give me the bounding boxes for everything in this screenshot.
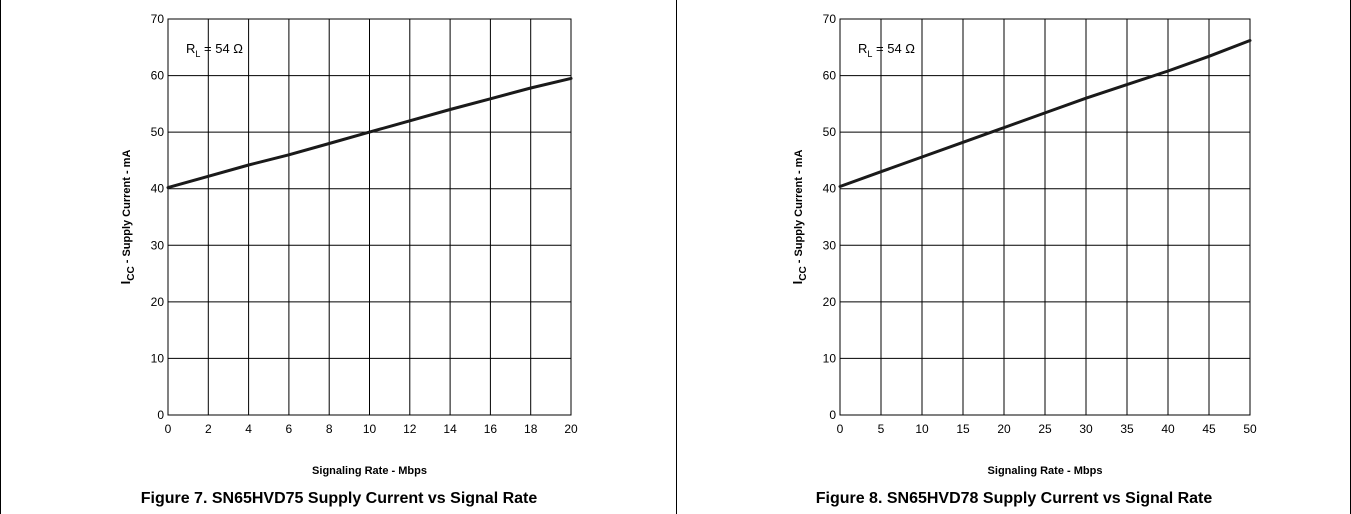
y-tick-label: 70	[823, 12, 837, 26]
annotation-main: R	[186, 41, 195, 56]
x-tick-label: 12	[403, 422, 417, 436]
annotation-sub: L	[867, 49, 872, 59]
x-tick-label: 10	[915, 422, 929, 436]
series-line	[838, 39, 1252, 188]
x-tick-label: 10	[363, 422, 377, 436]
x-tick-label: 14	[443, 422, 457, 436]
x-tick-label: 16	[484, 422, 498, 436]
x-tick-label: 20	[997, 422, 1011, 436]
y-axis-title-main: I	[790, 281, 805, 285]
x-tick-label: 18	[524, 422, 538, 436]
x-tick-label: 45	[1202, 422, 1216, 436]
x-tick-label: 30	[1079, 422, 1093, 436]
y-tick-label: 20	[151, 295, 165, 309]
y-axis-title: ICC - Supply Current - mA	[790, 150, 809, 285]
y-axis-title-rest: - Supply Current - mA	[793, 150, 805, 267]
x-axis-title: Signaling Rate - Mbps	[988, 465, 1103, 477]
x-tick-label: 25	[1038, 422, 1052, 436]
y-tick-label: 0	[829, 408, 836, 422]
y-tick-label: 10	[823, 351, 837, 365]
series-line	[166, 76, 573, 190]
plot-frame	[839, 18, 1251, 416]
y-tick-label: 40	[823, 182, 837, 196]
load-resistance-annotation: RL = 54 Ω	[858, 41, 915, 59]
x-tick-label: 8	[326, 422, 333, 436]
y-tick-label: 70	[151, 12, 165, 26]
y-axis-title-main: I	[118, 281, 133, 285]
x-tick-label: 2	[205, 422, 212, 436]
chart-figure-7: 0 2 4 6 8 10 12 14 16 18 20 0 10 20 30 40 50 60 70 RL = 54 …	[118, 12, 578, 507]
x-tick-label: 50	[1243, 422, 1257, 436]
plot-frame	[167, 18, 572, 416]
x-tick-label: 4	[245, 422, 252, 436]
chart-panel-figure-7: 0 2 4 6 8 10 12 14 16 18 20 0 10 20 30 40 50 60 70 RL = 54 …	[0, 0, 677, 514]
x-tick-label: 5	[878, 422, 885, 436]
y-tick-label: 60	[823, 69, 837, 83]
y-tick-label: 20	[823, 295, 837, 309]
chart-panel-figure-8: 0 5 10 15 20 25 30 35 40 45 50 0 10 20 30 40 50 60 70 RL = …	[677, 0, 1351, 514]
y-tick-label: 60	[151, 69, 165, 83]
annotation-main: R	[858, 41, 867, 56]
y-tick-label: 50	[151, 125, 165, 139]
x-tick-label: 20	[564, 422, 578, 436]
y-axis-title-sub: CC	[798, 266, 809, 280]
annotation-rest: = 54 Ω	[872, 41, 915, 56]
y-tick-label: 30	[151, 238, 165, 252]
x-tick-label: 0	[837, 422, 844, 436]
load-resistance-annotation: RL = 54 Ω	[186, 41, 243, 59]
x-tick-label: 15	[956, 422, 970, 436]
gridlines	[839, 18, 1251, 416]
x-tick-label: 6	[286, 422, 293, 436]
annotation-sub: L	[195, 49, 200, 59]
x-tick-label: 0	[165, 422, 172, 436]
figure-caption: Figure 8. SN65HVD78 Supply Current vs Si…	[816, 490, 1213, 507]
gridlines	[167, 18, 572, 416]
figure-caption: Figure 7. SN65HVD75 Supply Current vs Si…	[141, 490, 538, 507]
y-axis-title-rest: - Supply Current - mA	[121, 150, 133, 267]
chart-figure-8: 0 5 10 15 20 25 30 35 40 45 50 0 10 20 30 40 50 60 70 RL = …	[790, 12, 1257, 507]
y-tick-label: 30	[823, 238, 837, 252]
x-tick-label: 35	[1120, 422, 1134, 436]
y-axis-title: ICC - Supply Current - mA	[118, 150, 137, 285]
y-tick-label: 50	[823, 125, 837, 139]
y-tick-label: 40	[151, 182, 165, 196]
x-axis-title: Signaling Rate - Mbps	[312, 465, 427, 477]
y-axis-title-sub: CC	[126, 266, 137, 280]
y-tick-label: 0	[157, 408, 164, 422]
y-tick-label: 10	[151, 351, 165, 365]
x-tick-label: 40	[1161, 422, 1175, 436]
annotation-rest: = 54 Ω	[200, 41, 243, 56]
